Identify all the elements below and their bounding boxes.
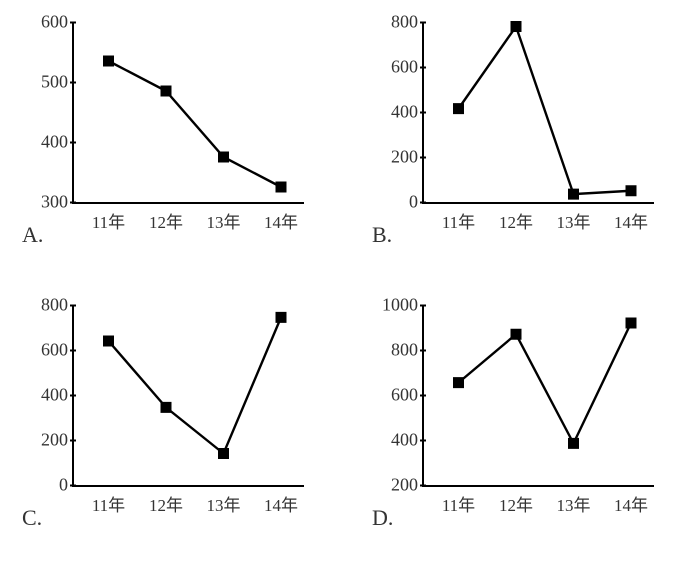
series-line — [109, 61, 282, 187]
x-tick-label: 12年 — [149, 485, 183, 516]
x-tick-label: 13年 — [557, 202, 591, 233]
data-marker — [276, 182, 287, 193]
x-tick-label: 12年 — [499, 485, 533, 516]
data-marker — [218, 448, 229, 459]
panel-label: D. — [372, 505, 393, 531]
plot-area: 020040060080011年12年13年14年 — [72, 305, 304, 487]
panel-b: 020040060080011年12年13年14年B. — [360, 10, 680, 273]
y-tick-label: 200 — [41, 430, 74, 451]
plot-area: 020040060080011年12年13年14年 — [422, 22, 654, 204]
data-marker — [103, 56, 114, 67]
panel-label: B. — [372, 222, 392, 248]
panel-c: 020040060080011年12年13年14年C. — [10, 293, 330, 556]
chart-svg — [424, 305, 654, 485]
data-marker — [626, 318, 637, 329]
panel-label: C. — [22, 505, 42, 531]
data-marker — [161, 86, 172, 97]
x-tick-label: 13年 — [207, 202, 241, 233]
series-line — [459, 323, 632, 443]
y-tick-label: 400 — [391, 102, 424, 123]
x-tick-label: 14年 — [614, 202, 648, 233]
y-tick-label: 600 — [391, 57, 424, 78]
data-marker — [453, 377, 464, 388]
plot-area: 200400600800100011年12年13年14年 — [422, 305, 654, 487]
panel-label: A. — [22, 222, 43, 248]
y-tick-label: 500 — [41, 72, 74, 93]
data-marker — [568, 189, 579, 200]
data-marker — [626, 185, 637, 196]
data-marker — [276, 312, 287, 323]
y-tick-label: 800 — [391, 12, 424, 33]
data-marker — [511, 21, 522, 32]
x-tick-label: 11年 — [92, 485, 125, 516]
data-marker — [568, 438, 579, 449]
y-tick-label: 0 — [59, 475, 74, 496]
y-tick-label: 600 — [41, 12, 74, 33]
x-tick-label: 14年 — [264, 485, 298, 516]
data-marker — [218, 152, 229, 163]
x-tick-label: 14年 — [614, 485, 648, 516]
x-tick-label: 11年 — [442, 485, 475, 516]
series-line — [109, 317, 282, 453]
y-tick-label: 600 — [41, 340, 74, 361]
y-tick-label: 0 — [409, 192, 424, 213]
data-marker — [453, 103, 464, 114]
x-tick-label: 11年 — [442, 202, 475, 233]
x-tick-label: 13年 — [207, 485, 241, 516]
y-tick-label: 200 — [391, 147, 424, 168]
y-tick-label: 800 — [391, 340, 424, 361]
series-line — [459, 27, 632, 195]
panel-d: 200400600800100011年12年13年14年D. — [360, 293, 680, 556]
y-tick-label: 600 — [391, 385, 424, 406]
data-marker — [511, 329, 522, 340]
x-tick-label: 14年 — [264, 202, 298, 233]
y-tick-label: 300 — [41, 192, 74, 213]
y-tick-label: 200 — [391, 475, 424, 496]
data-marker — [161, 402, 172, 413]
y-tick-label: 400 — [41, 132, 74, 153]
y-tick-label: 1000 — [382, 295, 424, 316]
chart-svg — [74, 305, 304, 485]
data-marker — [103, 336, 114, 347]
x-tick-label: 11年 — [92, 202, 125, 233]
y-tick-label: 400 — [391, 430, 424, 451]
plot-area: 30040050060011年12年13年14年 — [72, 22, 304, 204]
y-tick-label: 800 — [41, 295, 74, 316]
y-tick-label: 400 — [41, 385, 74, 406]
chart-svg — [74, 22, 304, 202]
panel-a: 30040050060011年12年13年14年A. — [10, 10, 330, 273]
chart-svg — [424, 22, 654, 202]
x-tick-label: 13年 — [557, 485, 591, 516]
x-tick-label: 12年 — [149, 202, 183, 233]
x-tick-label: 12年 — [499, 202, 533, 233]
